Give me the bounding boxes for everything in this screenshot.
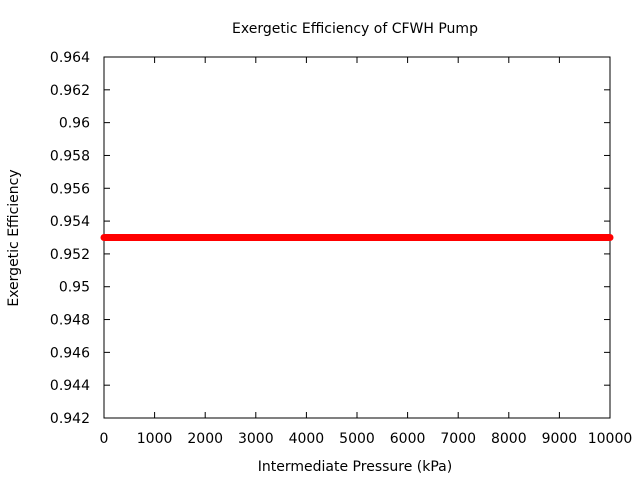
data-point — [454, 234, 462, 241]
data-point — [302, 234, 310, 241]
data-point — [353, 234, 361, 241]
x-tick-label: 2000 — [187, 431, 223, 447]
x-tick-label: 6000 — [390, 431, 426, 447]
chart-title: Exergetic Efficiency of CFWH Pump — [232, 21, 478, 37]
y-tick-label: 0.962 — [50, 83, 90, 99]
x-tick-label: 8000 — [491, 431, 527, 447]
data-point — [606, 234, 614, 241]
x-tick-label: 7000 — [440, 431, 476, 447]
data-point — [151, 234, 159, 241]
y-tick-label: 0.952 — [50, 247, 90, 263]
y-tick-label: 0.96 — [59, 116, 90, 132]
x-tick-label: 4000 — [289, 431, 325, 447]
x-tick-label: 5000 — [339, 431, 375, 447]
x-tick-label: 1000 — [137, 431, 173, 447]
series-layer — [100, 234, 614, 241]
x-ticks: 0 1000 2000 3000 4000 5000 6000 7000 8000 9000 100… — [100, 57, 633, 447]
x-tick-label: 10000 — [588, 431, 633, 447]
x-axis-label: Intermediate Pressure (kPa) — [258, 459, 452, 475]
y-tick-label: 0.944 — [50, 378, 90, 394]
y-tick-label: 0.948 — [50, 313, 90, 329]
y-tick-label: 0.954 — [50, 214, 90, 230]
y-tick-label: 0.958 — [50, 148, 90, 164]
x-tick-label: 0 — [100, 431, 109, 447]
data-point — [100, 234, 108, 241]
data-point — [555, 234, 563, 241]
y-tick-label: 0.956 — [50, 181, 90, 197]
y-tick-label: 0.95 — [59, 280, 90, 296]
data-point — [201, 234, 209, 241]
y-tick-label: 0.964 — [50, 50, 90, 66]
x-tick-label: 9000 — [542, 431, 578, 447]
y-tick-label: 0.942 — [50, 411, 90, 427]
y-axis-label: Exergetic Efficiency — [6, 169, 22, 306]
x-tick-label: 3000 — [238, 431, 274, 447]
data-point — [404, 234, 412, 241]
data-point — [505, 234, 513, 241]
y-ticks: 0.942 0.944 0.946 0.948 0.95 0.952 0.954 0.956 0… — [50, 50, 610, 427]
y-tick-label: 0.946 — [50, 345, 90, 361]
data-point — [252, 234, 260, 241]
